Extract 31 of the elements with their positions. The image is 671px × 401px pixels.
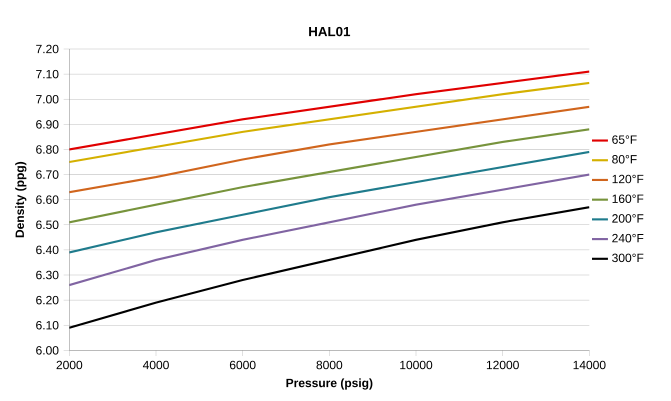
legend-label: 65°F bbox=[612, 135, 637, 144]
y-tick-label: 6.50 bbox=[36, 220, 58, 230]
y-tick-label: 7.00 bbox=[36, 94, 58, 104]
x-tick-label: 2000 bbox=[56, 360, 82, 370]
y-tick-label: 6.80 bbox=[36, 145, 58, 154]
y-tick-label: 7.10 bbox=[36, 70, 58, 78]
x-tick-label: 6000 bbox=[230, 360, 256, 370]
legend-label: 80°F bbox=[612, 155, 637, 164]
y-tick-label: 6.60 bbox=[36, 195, 58, 204]
y-axis-title: Density (ppg) bbox=[15, 162, 26, 238]
x-tick-label: 8000 bbox=[316, 360, 342, 370]
legend-label: 200°F bbox=[612, 214, 644, 223]
y-tick-label: 6.70 bbox=[36, 170, 58, 179]
y-tick-label: 7.20 bbox=[36, 44, 58, 54]
y-tick-label: 6.20 bbox=[36, 296, 58, 304]
y-tick-label: 6.10 bbox=[36, 320, 58, 330]
y-tick-label: 6.40 bbox=[36, 246, 58, 254]
legend-label: 300°F bbox=[612, 254, 644, 262]
legend-label: 240°F bbox=[612, 234, 644, 242]
x-tick-label: 10000 bbox=[400, 360, 432, 370]
x-tick-label: 4000 bbox=[142, 360, 169, 370]
x-tick-label: 12000 bbox=[486, 360, 519, 370]
legend-label: 120°F bbox=[612, 174, 644, 184]
x-axis-title: Pressure (psig) bbox=[286, 378, 372, 390]
x-tick-label: 14000 bbox=[574, 360, 606, 370]
line-series bbox=[69, 206, 590, 329]
legend-label: 160°F bbox=[612, 194, 644, 203]
y-tick-label: 6.30 bbox=[36, 270, 58, 280]
chart-title: HAL01 bbox=[309, 26, 350, 36]
y-tick-label: 6.00 bbox=[36, 346, 58, 355]
y-tick-label: 6.90 bbox=[36, 120, 58, 129]
